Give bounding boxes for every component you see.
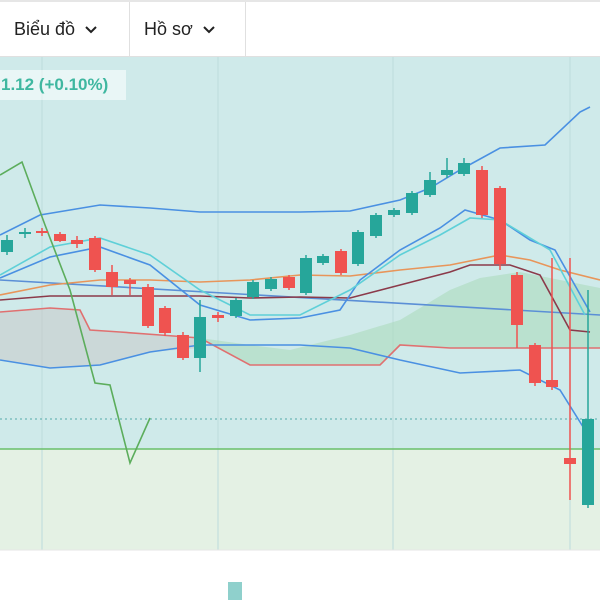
chart	[0, 57, 600, 600]
line	[0, 264, 591, 333]
candles	[1, 158, 594, 508]
chevron	[85, 25, 97, 33]
lagging-line	[0, 160, 151, 466]
profile-menu[interactable]: Hồ sơ	[130, 2, 246, 57]
toolbar: Biểu đồ Hồ sơ	[0, 0, 600, 57]
chart-menu[interactable]: Biểu đồ	[0, 2, 130, 57]
cloud-red	[0, 308, 200, 368]
label: Hồ sơ	[144, 19, 193, 39]
volume-bar	[228, 582, 242, 600]
bg-lower	[0, 449, 600, 550]
time-axis	[0, 550, 600, 600]
upper-band	[0, 106, 591, 236]
cloud-green	[200, 272, 600, 365]
lower-band	[0, 344, 586, 431]
price-change: 1.12 (+0.10%)	[0, 70, 126, 100]
label: Biểu đồ	[14, 19, 76, 39]
chevron	[203, 25, 215, 33]
line	[0, 209, 591, 321]
